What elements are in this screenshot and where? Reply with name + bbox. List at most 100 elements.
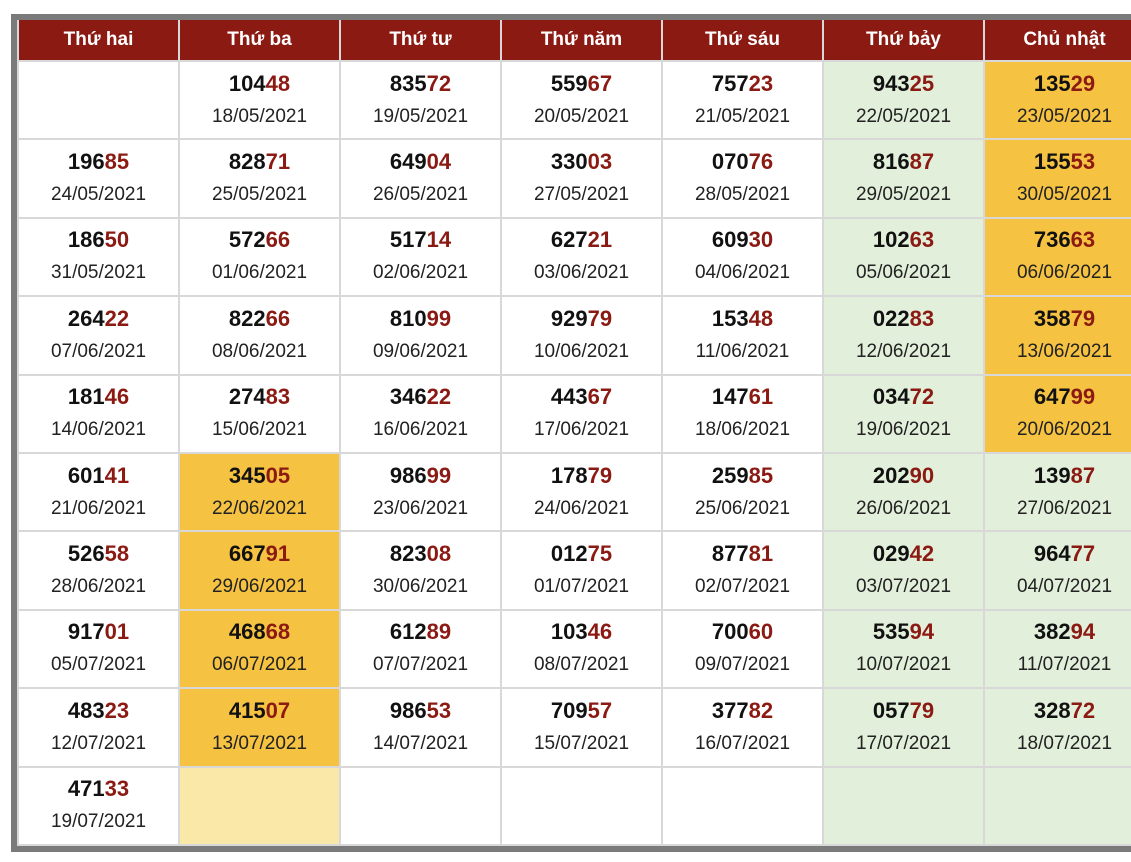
- result-date: 10/07/2021: [855, 654, 952, 676]
- number-tail: 77: [1070, 541, 1096, 567]
- result-number: 26422: [19, 304, 178, 334]
- result-cell: 98699 23/06/2021: [339, 451, 502, 533]
- number-tail: 85: [104, 149, 130, 175]
- result-cell: 75723 21/05/2021: [661, 59, 824, 141]
- number-head: 700: [711, 619, 749, 645]
- result-cell: 18146 14/06/2021: [17, 373, 180, 454]
- number-tail: 41: [104, 462, 130, 488]
- result-cell: 10263 05/06/2021: [822, 216, 985, 298]
- result-date: 04/07/2021: [1016, 576, 1113, 598]
- result-cell: [822, 765, 985, 846]
- number-head: 823: [389, 541, 427, 567]
- result-cell: 32872 18/07/2021: [983, 687, 1131, 768]
- number-head: 810: [389, 305, 427, 331]
- result-date: 06/06/2021: [1016, 262, 1113, 284]
- number-tail: 81: [748, 541, 774, 567]
- result-date: 20/06/2021: [1016, 419, 1113, 441]
- number-head: 964: [1033, 541, 1071, 567]
- result-date: 29/06/2021: [211, 576, 308, 598]
- number-head: 986: [389, 697, 427, 723]
- result-cell: 19685 24/05/2021: [17, 138, 180, 219]
- result-number: 91701: [19, 617, 178, 647]
- result-date: 28/06/2021: [50, 576, 147, 598]
- result-date: 14/06/2021: [50, 419, 147, 441]
- result-number: 82308: [341, 539, 500, 569]
- number-tail: 04: [426, 149, 452, 175]
- result-cell: 81687 29/05/2021: [822, 138, 985, 219]
- number-tail: 46: [587, 619, 613, 645]
- header-friday: Thứ sáu: [661, 20, 824, 61]
- result-cell: 41507 13/07/2021: [178, 687, 341, 768]
- result-cell: 38294 11/07/2021: [983, 608, 1131, 690]
- result-number: 14761: [663, 382, 822, 412]
- number-head: 057: [872, 697, 910, 723]
- result-date: 19/06/2021: [855, 419, 952, 441]
- number-head: 526: [67, 541, 105, 567]
- number-tail: 30: [748, 227, 774, 253]
- number-head: 943: [872, 70, 910, 96]
- number-head: 181: [67, 384, 105, 410]
- result-cell: 13529 23/05/2021: [983, 59, 1131, 141]
- result-number: 83572: [341, 69, 500, 99]
- number-tail: 63: [1070, 227, 1096, 253]
- number-tail: 03: [587, 149, 613, 175]
- result-date: 09/06/2021: [372, 340, 469, 362]
- result-cell: 82871 25/05/2021: [178, 138, 341, 219]
- number-tail: 85: [748, 462, 774, 488]
- result-number: 18146: [19, 382, 178, 412]
- result-number: 92979: [502, 304, 661, 334]
- header-monday: Thứ hai: [17, 20, 180, 61]
- number-tail: 94: [909, 619, 935, 645]
- number-tail: 99: [1070, 384, 1096, 410]
- result-number: 64904: [341, 147, 500, 177]
- number-tail: 22: [426, 384, 452, 410]
- result-number: 20290: [824, 461, 983, 491]
- result-cell: 03472 19/06/2021: [822, 373, 985, 454]
- result-date: 08/07/2021: [533, 654, 630, 676]
- number-head: 709: [550, 697, 588, 723]
- number-tail: 83: [909, 305, 935, 331]
- result-number: 19685: [19, 147, 178, 177]
- number-head: 264: [67, 305, 105, 331]
- table-row: 18650 31/05/2021 57266 01/06/2021 51714 02/06…: [17, 216, 1131, 298]
- result-date: 03/07/2021: [855, 576, 952, 598]
- number-head: 022: [872, 305, 910, 331]
- result-cell: 13987 27/06/2021: [983, 451, 1131, 533]
- result-cell: 82266 08/06/2021: [178, 295, 341, 376]
- number-tail: 01: [104, 619, 130, 645]
- result-date: 18/05/2021: [211, 105, 308, 127]
- result-cell: 70957 15/07/2021: [500, 687, 663, 768]
- table-row: 48323 12/07/2021 41507 13/07/2021 98653 14/07…: [17, 687, 1131, 768]
- result-date: 01/06/2021: [211, 262, 308, 284]
- result-number: 94325: [824, 69, 983, 99]
- number-head: 259: [711, 462, 749, 488]
- number-tail: 91: [265, 541, 291, 567]
- result-number: 15348: [663, 304, 822, 334]
- result-number: 32872: [985, 696, 1131, 726]
- number-tail: 25: [909, 70, 935, 96]
- result-date: 26/05/2021: [372, 184, 469, 206]
- number-tail: 79: [1070, 305, 1096, 331]
- number-head: 468: [228, 619, 266, 645]
- result-cell: 07076 28/05/2021: [661, 138, 824, 219]
- result-cell: [500, 765, 663, 846]
- result-number: 64799: [985, 382, 1131, 412]
- number-head: 358: [1033, 305, 1071, 331]
- number-head: 202: [872, 462, 910, 488]
- number-head: 986: [389, 462, 427, 488]
- number-head: 816: [872, 149, 910, 175]
- result-date: 08/06/2021: [211, 340, 308, 362]
- result-number: 18650: [19, 225, 178, 255]
- result-number: 07076: [663, 147, 822, 177]
- result-date: 24/06/2021: [533, 497, 630, 519]
- number-tail: 75: [587, 541, 613, 567]
- result-cell: 83572 19/05/2021: [339, 59, 502, 141]
- result-number: 33003: [502, 147, 661, 177]
- number-tail: 48: [748, 305, 774, 331]
- result-number: 10263: [824, 225, 983, 255]
- number-tail: 08: [426, 541, 452, 567]
- result-cell: 37782 16/07/2021: [661, 687, 824, 768]
- result-cell: 66791 29/06/2021: [178, 530, 341, 611]
- number-head: 443: [550, 384, 588, 410]
- number-tail: 58: [104, 541, 130, 567]
